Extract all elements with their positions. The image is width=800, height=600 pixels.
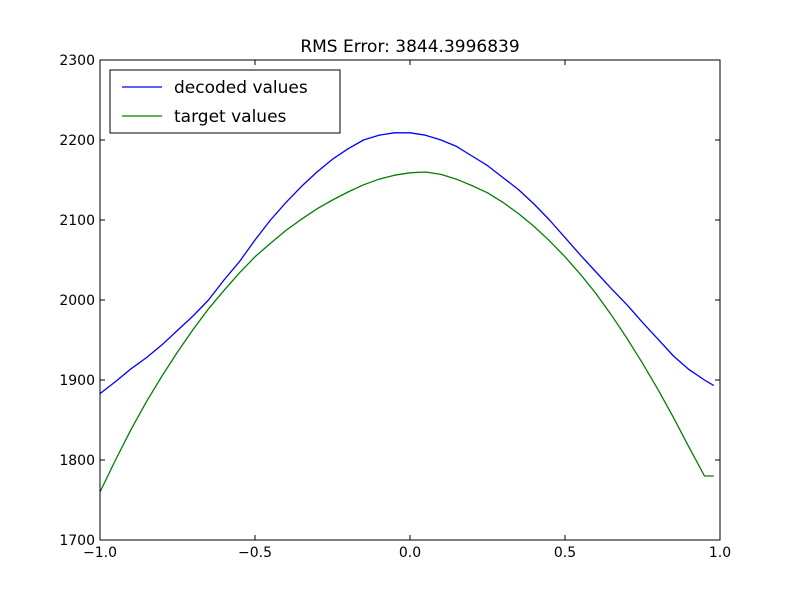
y-tick-label: 2200 (59, 133, 95, 149)
y-tick-label: 1700 (59, 533, 95, 549)
series-layer (99, 132, 715, 493)
series-line-decoded-values (99, 132, 715, 395)
x-tick-label: −1.0 (83, 545, 117, 561)
legend-label-target-values: target values (174, 107, 287, 127)
y-tick-label: 2100 (59, 213, 95, 229)
plot-area (100, 60, 720, 540)
legend-box (109, 69, 341, 134)
plot-frame (99, 59, 721, 541)
y-tick-label: 1900 (59, 373, 95, 389)
y-tick-label: 2000 (59, 293, 95, 309)
x-tick-label: 0.0 (399, 545, 421, 561)
legend-label-decoded-values: decoded values (174, 78, 308, 98)
chart-title: RMS Error: 3844.3996839 (300, 37, 519, 57)
y-tick-label: 1800 (59, 453, 95, 469)
y-tick-label: 2300 (59, 53, 95, 69)
ticks-layer: −1.0 −0.5 0.0 0.5 1.0 1700 1800 1900 2000 2100 220… (59, 53, 731, 561)
x-tick-label: 0.5 (554, 545, 576, 561)
x-tick-label: 1.0 (709, 545, 731, 561)
x-tick-label: −0.5 (238, 545, 272, 561)
series-line-target-values (99, 171, 714, 493)
legend: decoded values target values (109, 69, 341, 134)
